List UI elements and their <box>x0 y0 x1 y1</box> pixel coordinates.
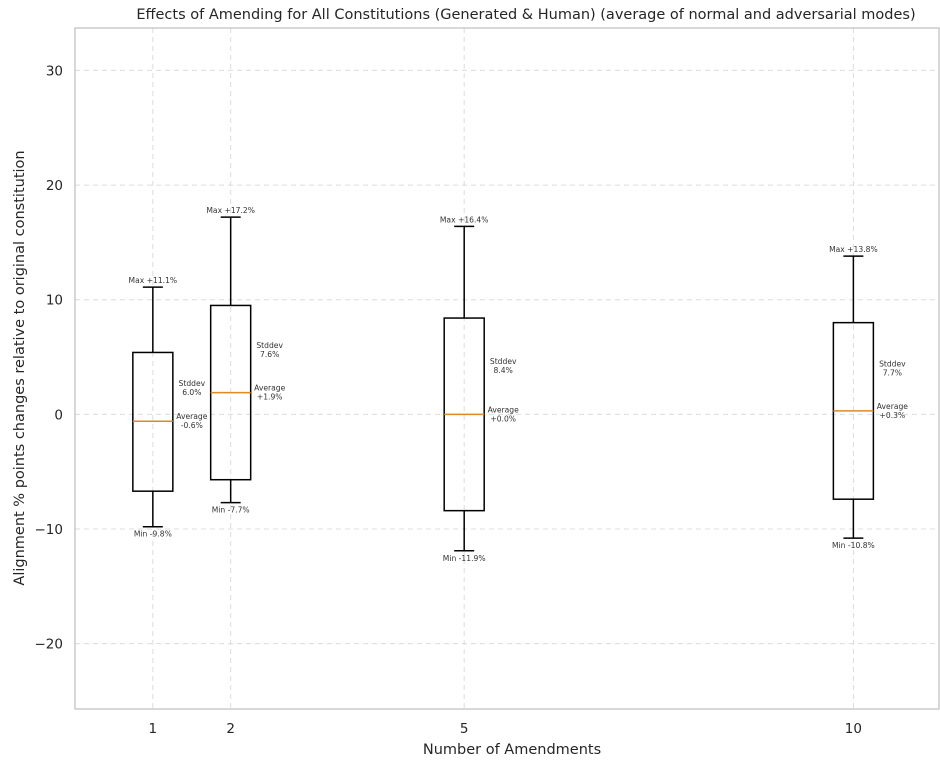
tick-labels: −20 −10 0 10 20 30 1 2 5 10 <box>35 63 862 737</box>
max-label: Max +11.1% <box>129 276 178 285</box>
average-label: Average <box>254 384 286 393</box>
max-label: Max +17.2% <box>206 206 255 215</box>
y-tick-label: 30 <box>46 63 63 79</box>
max-label: Max +13.8% <box>829 245 878 254</box>
average-label: Average <box>488 405 520 414</box>
x-tick-label: 10 <box>845 721 862 737</box>
stddev-value: 7.7% <box>883 369 902 378</box>
min-label: Min -11.9% <box>443 554 486 563</box>
y-tick-label: −10 <box>35 522 64 538</box>
y-tick-label: 20 <box>46 178 63 194</box>
x-tick-label: 5 <box>460 721 469 737</box>
min-label: Min -10.8% <box>832 541 875 550</box>
stddev-value: 7.6% <box>260 350 279 359</box>
average-value: +1.9% <box>257 393 283 402</box>
x-tick-label: 2 <box>226 721 235 737</box>
average-label: Average <box>176 412 208 421</box>
y-tick-label: 10 <box>46 293 63 309</box>
max-label: Max +16.4% <box>440 215 489 224</box>
grid <box>75 28 939 709</box>
plot-frame <box>74 27 940 710</box>
stddev-label: Stddev <box>490 357 517 366</box>
chart-title: Effects of Amending for All Constitution… <box>136 7 915 23</box>
y-tick-label: −20 <box>35 637 64 653</box>
boxes: Max +11.1%Min -9.8%Stddev6.0%Average-0.6… <box>129 206 909 563</box>
y-axis-label: Alignment % points changes relative to o… <box>12 150 28 585</box>
stddev-label: Stddev <box>879 360 906 369</box>
average-value: +0.0% <box>490 414 516 423</box>
min-label: Min -9.8% <box>134 530 172 539</box>
average-value: +0.3% <box>880 411 906 420</box>
stddev-label: Stddev <box>256 341 283 350</box>
x-tick-label: 1 <box>149 721 158 737</box>
y-tick-label: 0 <box>54 407 63 423</box>
stddev-value: 6.0% <box>182 388 201 397</box>
average-label: Average <box>877 402 909 411</box>
average-value: -0.6% <box>181 421 203 430</box>
x-axis-label: Number of Amendments <box>423 742 601 758</box>
stddev-value: 8.4% <box>494 366 513 375</box>
stddev-label: Stddev <box>179 379 206 388</box>
min-label: Min -7.7% <box>212 506 250 515</box>
